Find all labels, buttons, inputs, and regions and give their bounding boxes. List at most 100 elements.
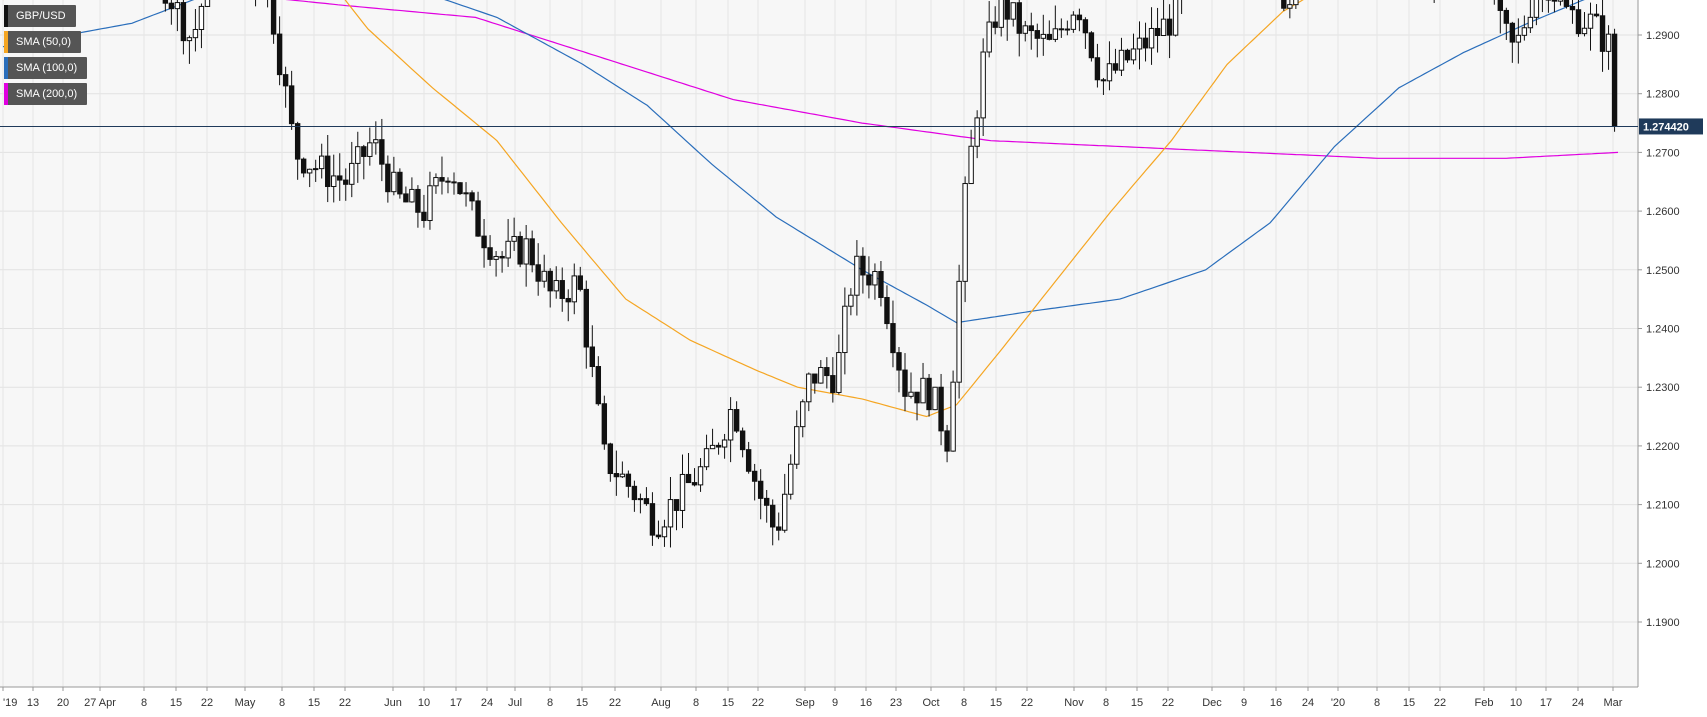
legend-item-sma50[interactable]: SMA (50,0) <box>4 31 81 53</box>
candle <box>933 387 937 410</box>
candle-body <box>271 0 275 34</box>
legend-item-gbpusd[interactable]: GBP/USD <box>4 5 76 27</box>
candle-body <box>927 378 931 409</box>
legend-label: GBP/USD <box>16 10 66 22</box>
candle-body <box>843 306 847 352</box>
candle-body <box>440 178 444 182</box>
candle-body <box>1288 5 1292 9</box>
candle-body <box>849 295 853 306</box>
candle-body <box>789 464 793 494</box>
x-tick-label: 10 <box>418 697 430 709</box>
candle-body <box>295 124 299 159</box>
candle-body <box>422 212 426 220</box>
x-tick-label: 15 <box>1131 697 1143 709</box>
x-tick-label: 15 <box>170 697 182 709</box>
candle-body <box>320 156 324 169</box>
candle-body <box>722 440 726 447</box>
legend-swatch <box>4 57 8 79</box>
candle <box>458 182 462 195</box>
y-axis: 1.19001.20001.21001.22001.23001.24001.25… <box>1638 0 1680 687</box>
candle-body <box>1522 28 1526 36</box>
x-tick-label: 8 <box>1374 697 1380 709</box>
candle-body <box>163 0 167 3</box>
candle-body <box>650 504 654 535</box>
candle-body <box>1047 34 1051 39</box>
x-tick-label: 8 <box>1103 697 1109 709</box>
candle <box>518 232 522 268</box>
candle-body <box>1059 29 1063 30</box>
candle-body <box>999 0 1003 27</box>
legend-swatch <box>4 5 8 27</box>
x-tick-label: 22 <box>1434 697 1446 709</box>
x-tick-label: 15 <box>1403 697 1415 709</box>
x-tick-label: 20 <box>57 697 69 709</box>
candle-body <box>1594 14 1598 16</box>
candle-body <box>1083 20 1087 33</box>
legend-label: SMA (200,0) <box>16 88 77 100</box>
candle-body <box>813 374 817 383</box>
candle-body <box>783 494 787 530</box>
legend-item-sma100[interactable]: SMA (100,0) <box>4 57 87 79</box>
x-tick-label: 16 <box>1270 697 1282 709</box>
candle-body <box>915 392 919 403</box>
y-tick-label: 1.2300 <box>1646 382 1680 394</box>
candle-body <box>993 22 997 27</box>
candle-body <box>548 271 552 291</box>
candle-body <box>945 431 949 451</box>
candle-body <box>338 176 342 180</box>
x-tick-label: Jun <box>384 697 402 709</box>
candle-body <box>891 324 895 353</box>
candle-body <box>476 201 480 236</box>
candle-body <box>795 427 799 465</box>
candle-body <box>506 241 510 258</box>
candle-body <box>1498 0 1502 10</box>
candle-body <box>199 6 203 29</box>
candle-body <box>801 402 805 427</box>
candle-body <box>1534 0 1538 17</box>
candle-body <box>572 276 576 302</box>
candle-body <box>1155 28 1159 35</box>
x-tick-label: Feb <box>1475 697 1494 709</box>
candle-body <box>428 186 432 221</box>
legend-item-sma200[interactable]: SMA (200,0) <box>4 83 87 105</box>
candle <box>205 0 209 7</box>
candle-body <box>464 193 468 194</box>
candle-body <box>1558 0 1562 1</box>
x-tick-label: 22 <box>609 697 621 709</box>
candle-body <box>404 194 408 202</box>
candle-body <box>590 347 594 367</box>
x-tick-label: '20 <box>1331 697 1345 709</box>
candle-body <box>620 474 624 477</box>
candle-body <box>1294 0 1298 5</box>
candle-body <box>458 183 462 194</box>
candle-body <box>205 0 209 6</box>
y-tick-label: 1.2700 <box>1646 147 1680 159</box>
candle-body <box>512 236 516 241</box>
x-tick-label: 8 <box>547 697 553 709</box>
candle-body <box>1582 28 1586 33</box>
candle-body <box>536 265 540 281</box>
candle-body <box>662 527 666 537</box>
candle-body <box>1077 15 1081 20</box>
y-tick-label: 1.2200 <box>1646 441 1680 453</box>
x-tick-label: 24 <box>1302 697 1314 709</box>
x-tick-label: 15 <box>990 697 1002 709</box>
candle-body <box>494 256 498 259</box>
candle-body <box>981 52 985 118</box>
candle-body <box>1023 26 1027 33</box>
candle-body <box>1282 0 1286 8</box>
candle-body <box>987 22 991 52</box>
candle-body <box>1053 29 1057 40</box>
legend: GBP/USD SMA (50,0) SMA (100,0) SMA (200,… <box>4 5 87 109</box>
candle-body <box>608 444 612 474</box>
y-tick-label: 1.2800 <box>1646 89 1680 101</box>
candle-body <box>1528 17 1532 27</box>
candle-body <box>831 376 835 393</box>
x-tick-label: 8 <box>961 697 967 709</box>
candle-body <box>1588 14 1592 28</box>
candle-body <box>758 481 762 498</box>
candle-body <box>686 474 690 482</box>
candle-body <box>1065 29 1069 30</box>
candle-body <box>1161 19 1165 35</box>
